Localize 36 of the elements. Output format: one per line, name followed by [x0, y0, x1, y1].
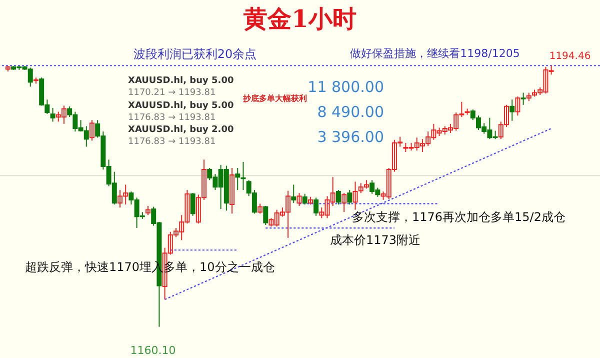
candlestick — [230, 167, 235, 214]
candlestick — [235, 167, 240, 191]
candlestick — [342, 192, 347, 213]
candlestick — [190, 192, 196, 216]
annotation: 成本价1173附近 — [330, 233, 421, 247]
annotation: XAUUSD.hl, buy 5.00 — [128, 76, 234, 86]
annotation: 1170.21 → 1193.81 — [128, 88, 216, 98]
annotation: 多次支撑，1176再次加仓多单15/2成仓 — [352, 210, 566, 224]
annotation: 8 490.00 — [317, 103, 384, 121]
candlestick — [520, 92, 526, 106]
annotation: 做好保盈措施，继续看1198/1205 — [350, 47, 520, 60]
candlestick — [296, 192, 302, 206]
candlestick — [314, 197, 319, 216]
annotation: XAUUSD.hl, buy 5.00 — [128, 101, 234, 111]
annotation: 11 800.00 — [308, 78, 384, 96]
chart-title: 黄金1小时 — [242, 4, 356, 33]
candlestick — [347, 190, 352, 205]
annotation: 1176.83 → 1193.81 — [128, 137, 216, 147]
annotation: 抄底多单大幅获利 — [242, 93, 307, 103]
annotation: XAUUSD.hl, buy 2.00 — [128, 125, 234, 135]
candlestick — [240, 161, 246, 191]
candlestick — [263, 205, 268, 226]
candlestick — [510, 99, 515, 122]
candlestick — [146, 205, 151, 216]
annotation: 3 396.00 — [317, 128, 384, 146]
candlestick — [291, 184, 296, 204]
candlestick — [89, 120, 94, 142]
annotation: 1176.83 → 1193.81 — [128, 113, 216, 123]
candlestick — [258, 203, 263, 214]
candlestick — [50, 107, 56, 122]
candlestick — [302, 193, 308, 205]
annotation: 1160.10 — [130, 344, 176, 357]
annotation: 波段利润已获利20余点 — [133, 47, 257, 61]
annotation: 1194.46 — [549, 51, 591, 62]
candlestick — [336, 190, 341, 205]
candlestick — [515, 96, 520, 116]
